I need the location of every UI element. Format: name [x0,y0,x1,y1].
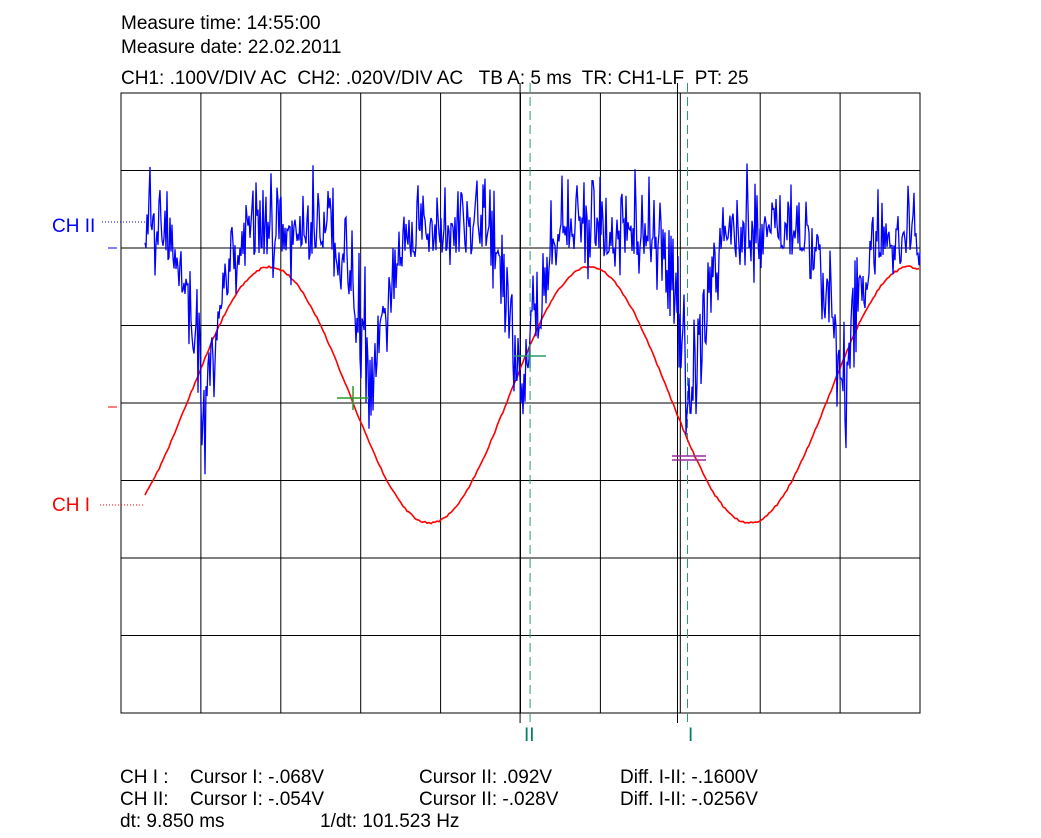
cursor-crosshairs [337,344,706,461]
measure-time: Measure time: 14:55:00 [121,13,321,34]
scope-grid [100,92,921,714]
ch2-label: CH II [52,216,96,237]
scope-settings: CH1: .100V/DIV AC CH2: .020V/DIV AC TB A… [121,68,749,89]
ch1-label: CH I [52,495,90,516]
cursor-lines [519,83,688,723]
ch1-diff-value: Diff. I-II: -.1600V [620,767,758,788]
ch1-cursor2-value: Cursor II: .092V [419,767,553,788]
cursor-2-marker[interactable]: II [524,725,535,746]
ch2-readout-label: CH II: [120,789,169,810]
inverse-dt-value: 1/dt: 101.523 Hz [320,811,460,832]
ch2-cursor2-value: Cursor II: -.028V [419,789,559,810]
ch2-trace [144,163,921,475]
traces [144,163,921,525]
measure-date: Measure date: 22.02.2011 [121,37,342,58]
ch2-diff-value: Diff. I-II: -.0256V [620,789,758,810]
ch1-cursor1-value: Cursor I: -.068V [190,767,325,788]
ch2-cursor1-value: Cursor I: -.054V [190,789,325,810]
ch1-readout-label: CH I : [120,767,169,788]
dt-value: dt: 9.850 ms [120,811,225,832]
cursor-1-marker[interactable]: I [688,725,694,746]
